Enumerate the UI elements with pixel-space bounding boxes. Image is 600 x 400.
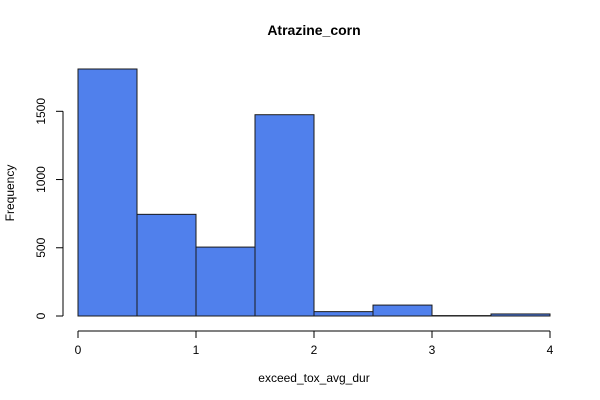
bars-group [77,68,551,317]
y-axis: 0 500 1000 1500 [34,98,64,319]
y-tick-label: 500 [34,237,48,257]
x-tick-label: 1 [193,343,200,357]
histogram-bar-2 [136,213,197,317]
histogram-bar-8 [490,313,551,317]
x-tick-label: 0 [75,343,82,357]
chart-title: Atrazine_corn [267,22,360,38]
histogram-bar-3 [195,246,256,317]
x-tick-label: 4 [547,343,554,357]
y-tick-label: 1500 [34,98,48,125]
x-axis-label: exceed_tox_avg_dur [258,371,369,385]
y-tick-label: 0 [34,312,48,319]
histogram-bar-1 [77,68,138,317]
histogram-bar-6 [372,304,433,317]
histogram-bar-4 [254,114,315,317]
y-axis-label: Frequency [3,165,17,222]
y-tick-label: 1000 [34,166,48,193]
x-tick-label: 2 [311,343,318,357]
x-tick-label: 3 [429,343,436,357]
histogram-bar-5 [313,311,374,317]
x-axis: 0 1 2 3 4 [75,330,554,357]
